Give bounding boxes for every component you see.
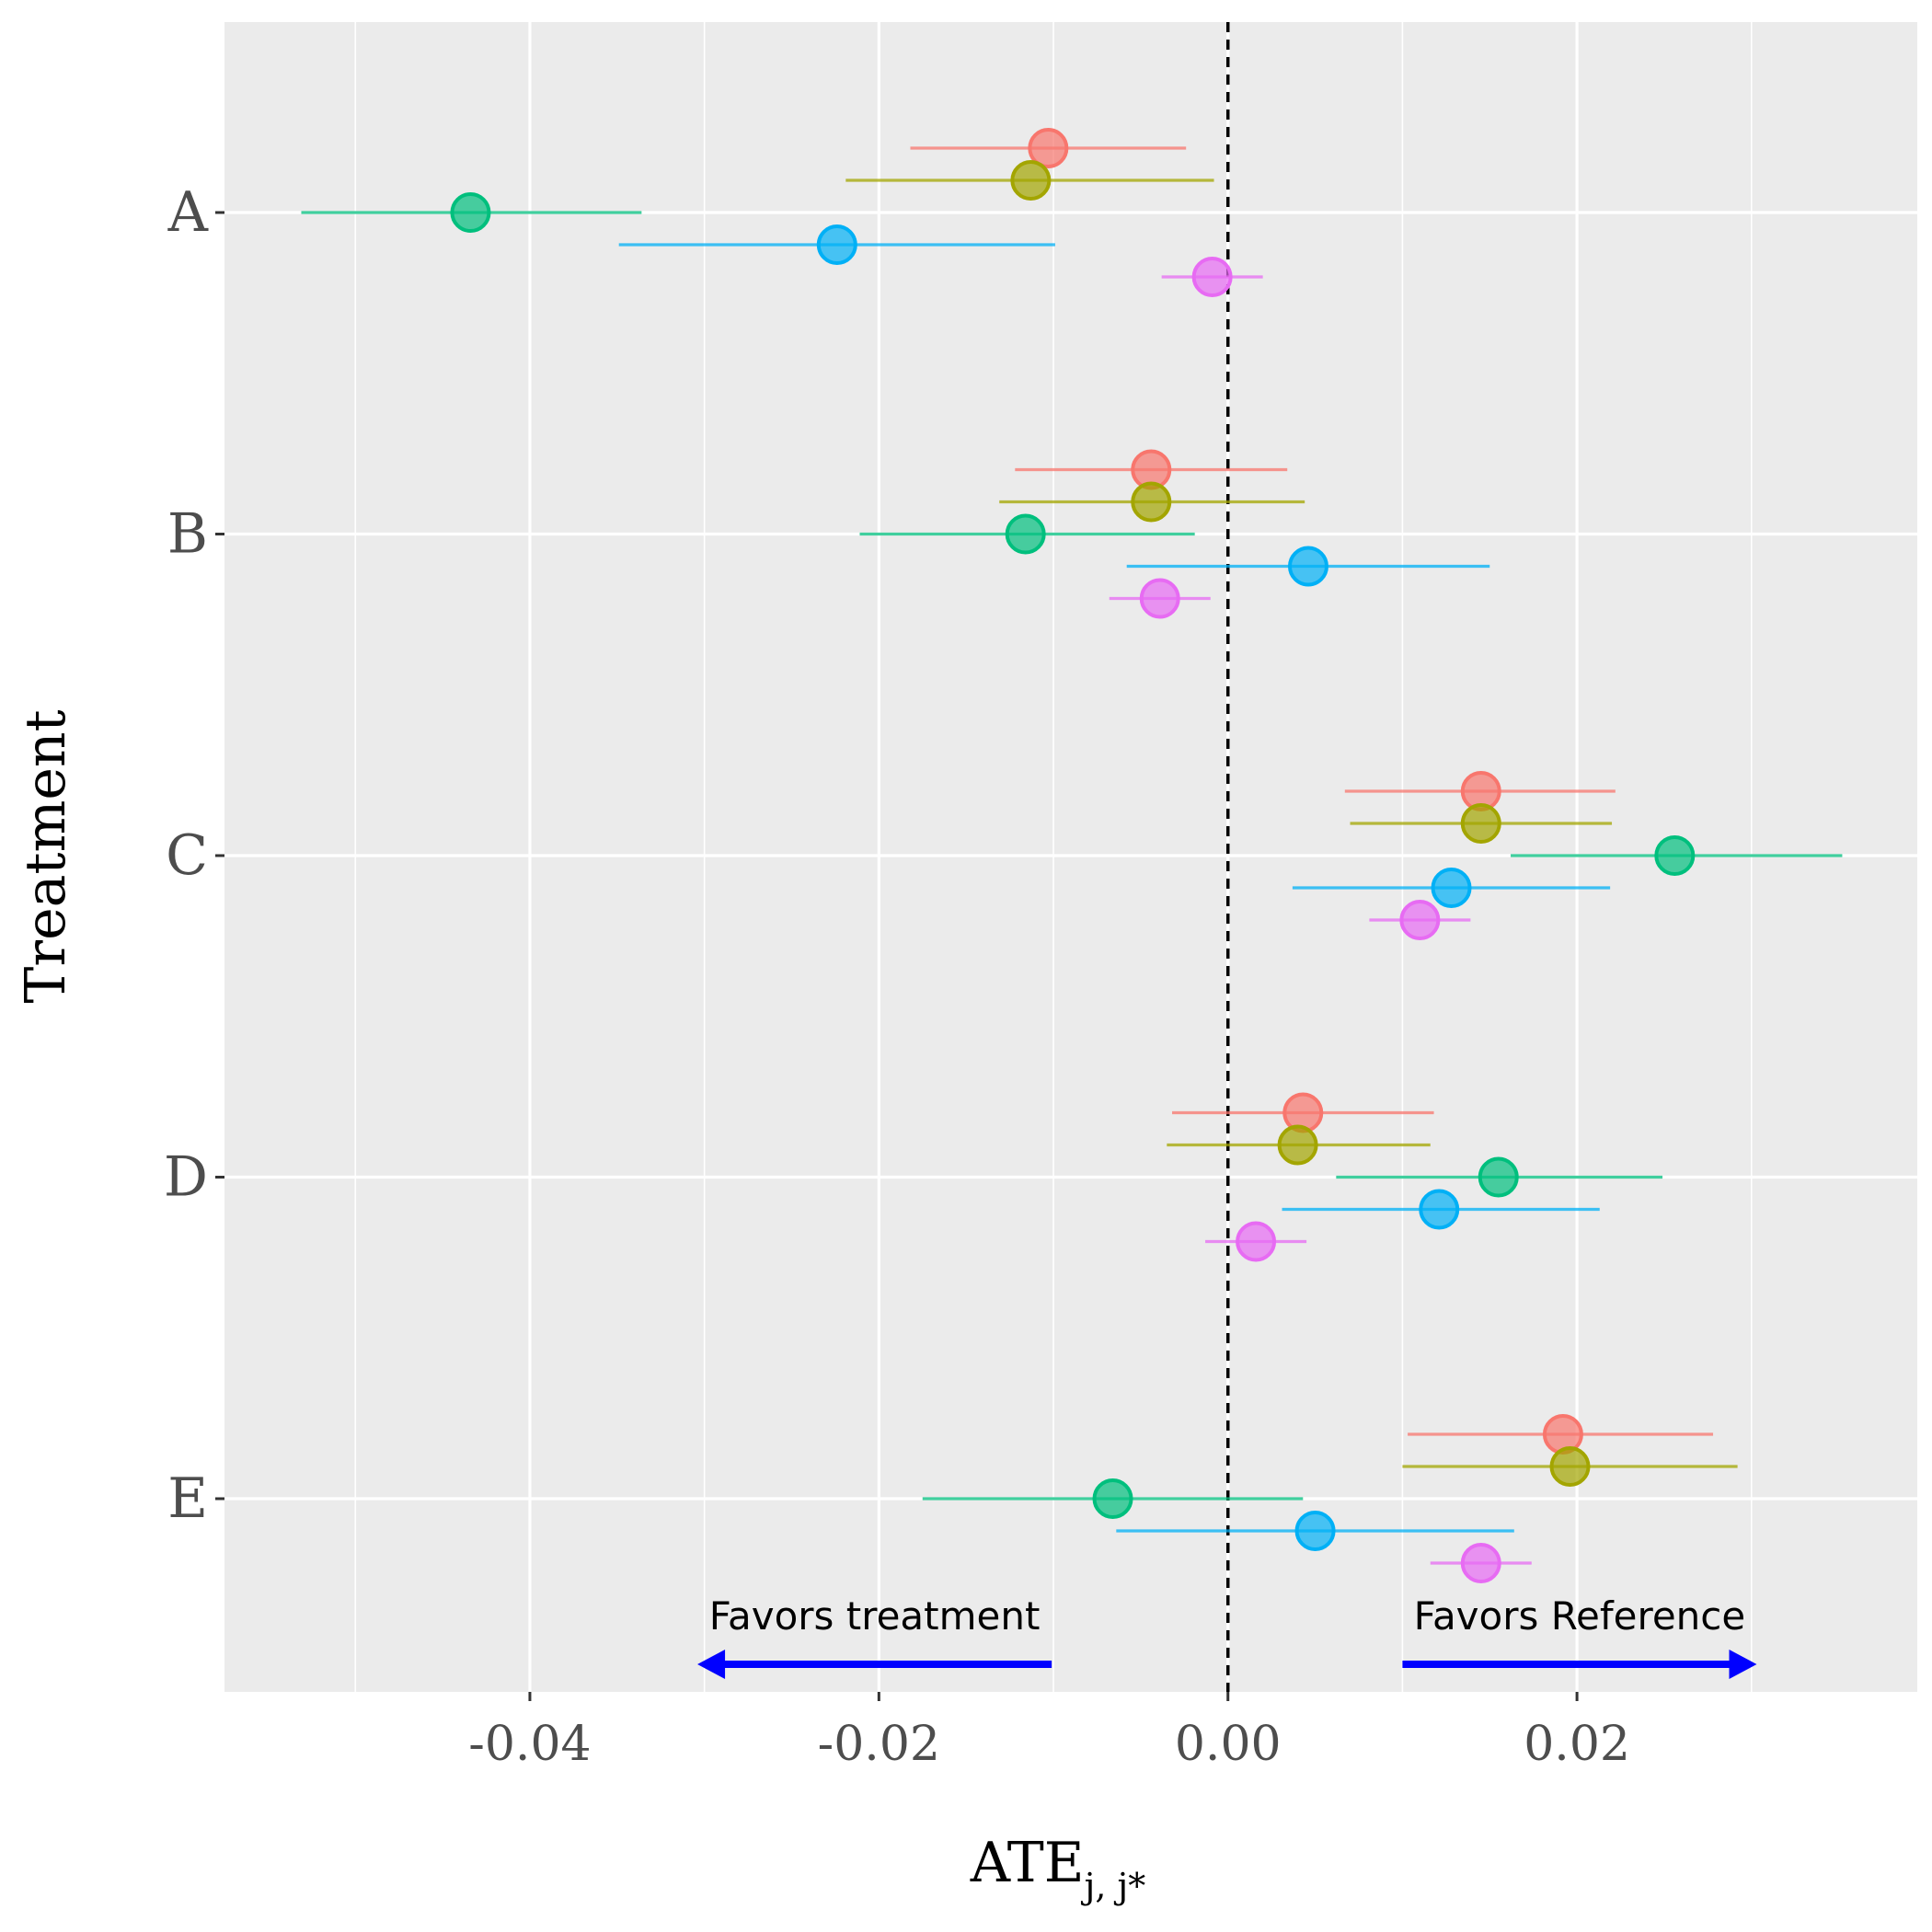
x-tick-label: 0.02 xyxy=(1524,1717,1630,1772)
x-tick-label: -0.04 xyxy=(468,1717,591,1772)
data-point xyxy=(1294,1511,1336,1551)
y-tick-label: B xyxy=(167,502,208,567)
data-point xyxy=(1654,835,1696,876)
data-point xyxy=(1460,1543,1501,1583)
data-point xyxy=(1028,128,1069,168)
x-tick-label: -0.02 xyxy=(818,1717,940,1772)
annotations: Favors treatment Favors Reference xyxy=(697,1593,1757,1679)
data-point xyxy=(1236,1221,1277,1262)
data-point xyxy=(1431,868,1472,908)
data-point xyxy=(1092,1478,1133,1519)
data-marks xyxy=(301,128,1843,1583)
data-point xyxy=(1191,257,1233,297)
x-axis-title: ATEj, j* xyxy=(970,1831,1146,1906)
data-point xyxy=(1005,513,1046,555)
x-axis-title-main: ATE xyxy=(970,1831,1085,1895)
y-tick-label: D xyxy=(164,1145,208,1210)
data-point xyxy=(1399,900,1441,940)
y-axis-title: Treatment xyxy=(14,709,78,1003)
annotation-label: Favors Reference xyxy=(1414,1593,1746,1639)
data-point xyxy=(1460,803,1501,844)
data-point xyxy=(1277,1124,1318,1166)
x-axis-title-subscript: j, j* xyxy=(1081,1866,1146,1906)
x-tick-label: 0.00 xyxy=(1175,1717,1282,1772)
y-tick-label: C xyxy=(166,823,208,888)
data-point xyxy=(1287,546,1328,587)
data-point xyxy=(1010,160,1052,201)
annotation-arrow-head xyxy=(697,1650,726,1679)
data-point xyxy=(816,224,857,265)
y-tick-label: E xyxy=(167,1466,208,1531)
data-point xyxy=(1131,481,1172,523)
data-point xyxy=(1419,1189,1460,1230)
data-point xyxy=(1139,578,1180,619)
y-tick-label: A xyxy=(167,180,209,245)
data-point xyxy=(450,192,491,233)
data-point xyxy=(1549,1446,1591,1487)
annotation-arrow-head xyxy=(1729,1650,1757,1679)
annotation-label: Favors treatment xyxy=(709,1593,1041,1639)
axis-ticks: -0.04 -0.02 0.00 0.02 A B C D E xyxy=(164,180,1630,1772)
data-point xyxy=(1478,1156,1519,1198)
